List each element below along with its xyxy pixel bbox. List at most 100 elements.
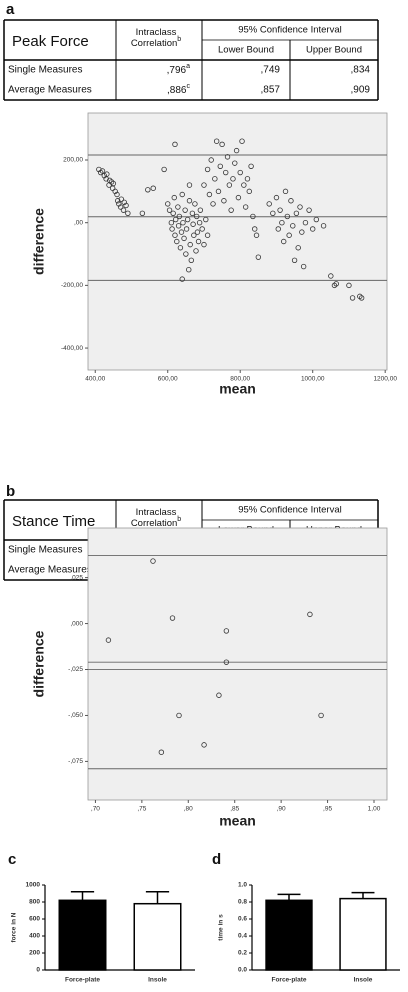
table-header: Upper Bound	[306, 45, 362, 56]
point	[223, 628, 230, 634]
point	[252, 226, 258, 232]
table-header: 95% Confidence Interval	[238, 25, 342, 36]
point	[181, 235, 187, 242]
upper-bound: ,909	[351, 85, 371, 96]
plot-area	[87, 527, 388, 801]
table-header: 95% Confidence Interval	[238, 505, 342, 516]
x-tick-label: 400,00	[85, 376, 105, 383]
y-tick-label: ,00	[74, 219, 83, 226]
table-title: Peak Force	[12, 33, 89, 50]
x-tick-label: 1200,00	[373, 376, 397, 383]
row-label: Average Measures	[8, 85, 92, 96]
point	[286, 232, 292, 238]
point	[184, 216, 191, 223]
point	[219, 141, 225, 148]
point	[117, 204, 124, 210]
point	[288, 198, 294, 204]
point	[171, 194, 177, 201]
point	[104, 171, 110, 177]
point	[318, 712, 324, 719]
point	[297, 204, 303, 210]
point	[266, 201, 272, 207]
point	[190, 221, 196, 227]
point	[223, 659, 230, 665]
bar	[133, 902, 182, 971]
x-tick-label: 800,00	[230, 376, 250, 383]
row-label: Single Measures	[8, 65, 82, 76]
point	[237, 169, 243, 176]
point	[99, 168, 106, 174]
point	[246, 188, 252, 195]
point	[110, 180, 117, 187]
point	[176, 213, 183, 220]
point	[293, 210, 300, 216]
x-tick-label: ,95	[323, 806, 332, 813]
x-tick-label: Insole	[354, 977, 373, 984]
y-tick-label: ,000	[70, 620, 83, 627]
row-label: Single Measures	[8, 545, 82, 556]
point	[196, 219, 203, 226]
x-tick-label: Force-plate	[65, 977, 100, 984]
point	[213, 138, 220, 144]
point	[105, 637, 112, 643]
point	[244, 176, 251, 182]
y-tick-label: 400	[29, 933, 40, 940]
point	[179, 276, 185, 282]
point	[302, 219, 309, 226]
lower-bound: ,749	[261, 65, 281, 76]
icc-value: ,796a	[167, 63, 190, 76]
point	[221, 198, 227, 204]
y-axis-label: force in N	[11, 912, 18, 942]
point	[201, 742, 207, 748]
point	[279, 219, 285, 226]
point	[299, 229, 305, 235]
point	[328, 273, 334, 279]
y-tick-label: 0.0	[238, 967, 247, 974]
point	[224, 154, 231, 160]
point	[194, 213, 200, 220]
x-axis-label: mean	[219, 813, 256, 829]
point	[228, 207, 234, 213]
superscript: c	[187, 83, 191, 90]
point	[175, 204, 181, 210]
point	[313, 216, 320, 223]
x-tick-label: ,75	[137, 806, 146, 813]
y-tick-label: -,050	[68, 712, 83, 719]
x-axis-label: mean	[219, 381, 256, 397]
point	[118, 196, 125, 202]
point	[281, 238, 287, 245]
x-tick-label: ,90	[277, 806, 286, 813]
superscript: b	[177, 516, 181, 523]
x-tick-label: 600,00	[158, 376, 178, 383]
point	[186, 198, 193, 204]
point	[333, 281, 339, 287]
y-tick-label: -,025	[68, 666, 83, 673]
point	[346, 282, 352, 289]
point	[201, 182, 207, 188]
point	[150, 558, 156, 564]
point	[235, 194, 242, 201]
table-header: Lower Bound	[218, 45, 274, 56]
panel-label: a	[6, 1, 15, 18]
point	[165, 201, 171, 207]
y-tick-label: 800	[29, 899, 40, 906]
point	[250, 213, 256, 220]
point	[349, 295, 356, 301]
x-tick-label: Force-plate	[271, 977, 306, 984]
upper-bound: ,834	[351, 65, 371, 76]
point	[239, 138, 245, 144]
point	[172, 141, 178, 148]
point	[201, 241, 207, 248]
point	[212, 176, 218, 182]
point	[284, 213, 291, 220]
point	[158, 749, 165, 755]
y-tick-label: -400,00	[61, 345, 83, 352]
point	[230, 176, 236, 182]
superscript: a	[186, 63, 190, 70]
y-tick-label: 200,00	[63, 157, 83, 164]
point	[192, 201, 198, 207]
table-title: Stance Time	[12, 513, 95, 530]
point	[291, 257, 298, 264]
point	[188, 257, 194, 264]
